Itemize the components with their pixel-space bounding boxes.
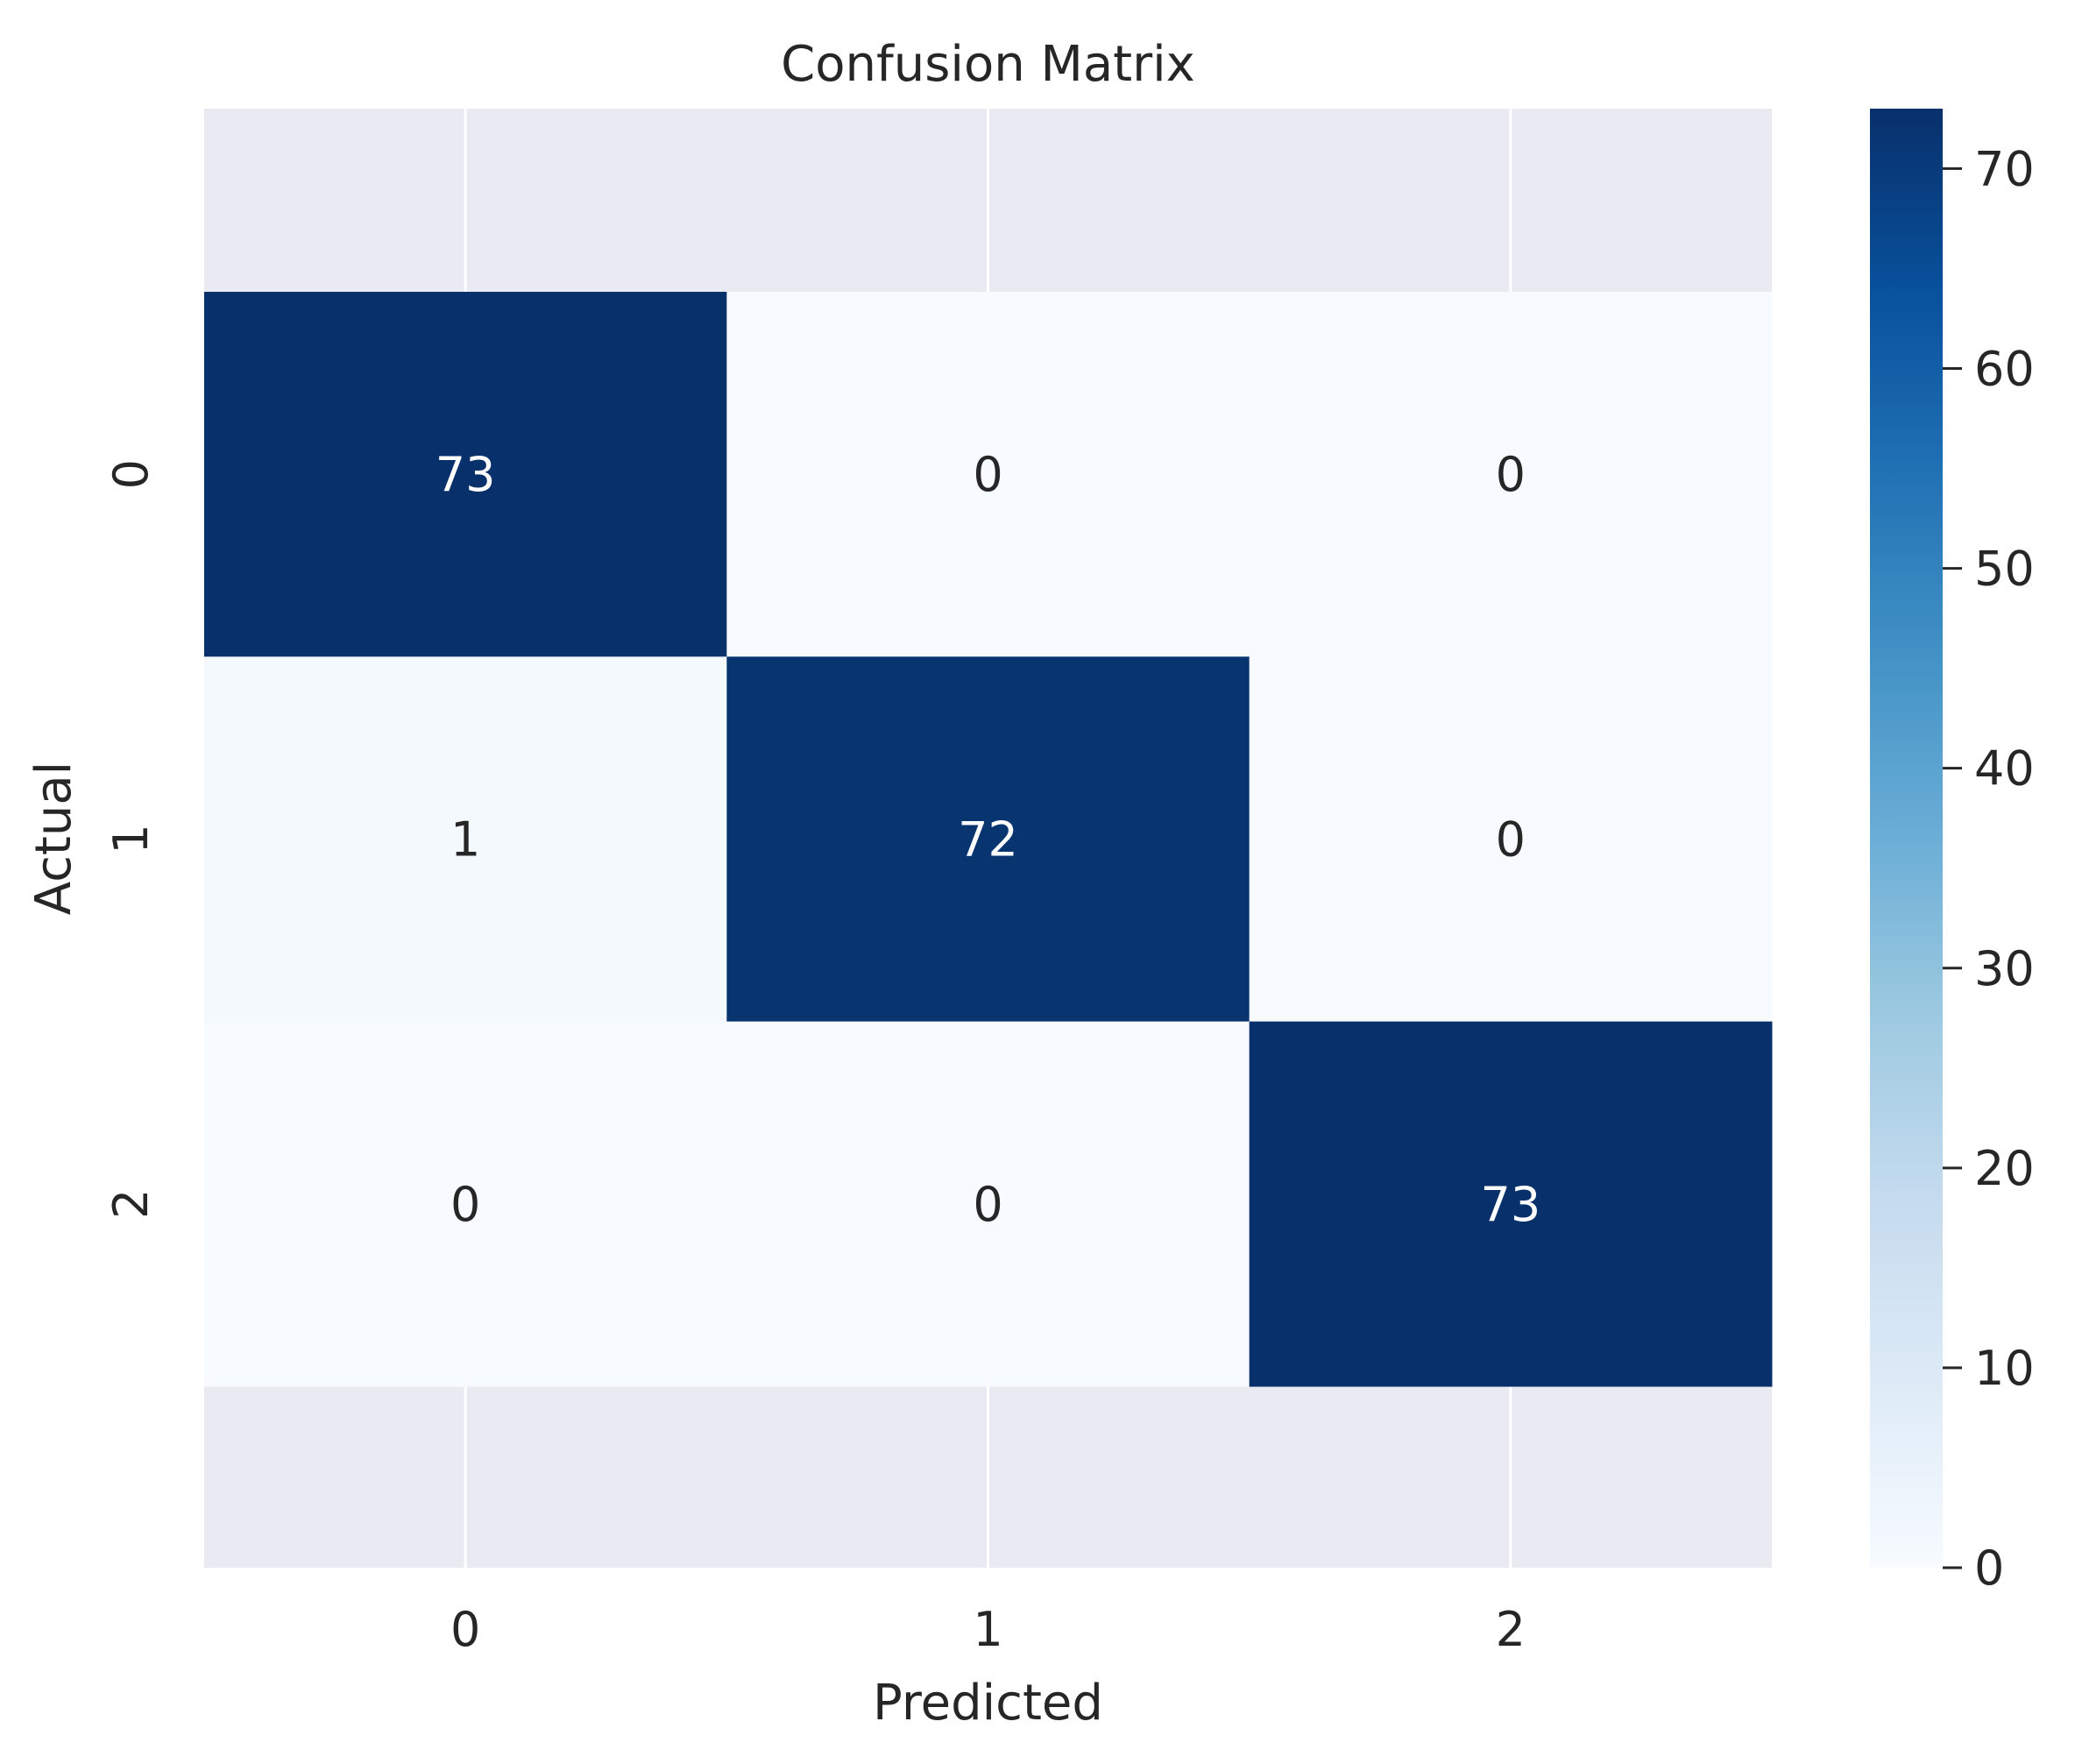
heatmap-cell-1-0: [204, 656, 727, 1023]
heatmap-cell-0-0: [204, 292, 727, 657]
x-tick-label: 1: [973, 1602, 1002, 1657]
colorbar-tick-label: 30: [1974, 941, 2035, 996]
colorbar-tick-label: 70: [1974, 141, 2035, 196]
colorbar-tick-label: 50: [1974, 542, 2035, 597]
cell-value-2-1: 0: [973, 1177, 1002, 1232]
colorbar-tick-label: 20: [1974, 1141, 2035, 1196]
cell-value-0-2: 0: [1496, 447, 1526, 502]
cell-value-1-1: 72: [958, 812, 1018, 868]
colorbar-tick-label: 0: [1974, 1541, 2004, 1596]
heatmap-cell-1-2: [1249, 656, 1773, 1023]
colorbar-ticks: 0 10 20 30 40 50 60 70: [1943, 141, 2035, 1596]
heatmap-cell-1-1: [726, 656, 1250, 1023]
colorbar-tick-label: 10: [1974, 1341, 2035, 1396]
cell-value-2-2: 73: [1480, 1177, 1540, 1232]
cell-value-2-0: 0: [450, 1177, 480, 1232]
cell-value-0-1: 0: [973, 447, 1002, 502]
heatmap-cell-2-1: [726, 1021, 1250, 1387]
y-tick-label: 0: [103, 459, 159, 489]
cell-annotations: 73 0 0 1 72 0 0 0 73: [436, 447, 1540, 1232]
y-axis-label: Actual: [25, 762, 82, 915]
heatmap-cell-0-2: [1249, 292, 1773, 657]
x-axis-label: Predicted: [873, 1675, 1103, 1732]
y-tick-label: 1: [103, 824, 159, 854]
cell-value-1-0: 1: [450, 812, 480, 868]
colorbar-tick-label: 60: [1974, 342, 2035, 397]
x-tick-labels: 0 1 2: [450, 1602, 1526, 1657]
heatmap-cell-2-2: [1249, 1021, 1773, 1387]
cell-value-1-2: 0: [1496, 812, 1526, 868]
chart-title: Confusion Matrix: [781, 36, 1195, 93]
x-tick-label: 0: [450, 1602, 480, 1657]
y-tick-labels: 0 1 2: [103, 459, 159, 1219]
heatmap-cell-2-0: [204, 1021, 727, 1387]
colorbar-tick-label: 40: [1974, 741, 2035, 797]
heatmap-cell-0-1: [726, 292, 1250, 657]
cell-value-0-0: 73: [436, 447, 496, 502]
colorbar: [1870, 109, 1943, 1568]
y-tick-label: 2: [103, 1189, 159, 1219]
heatmap-cells: [204, 292, 1773, 1387]
x-tick-label: 2: [1496, 1602, 1526, 1657]
